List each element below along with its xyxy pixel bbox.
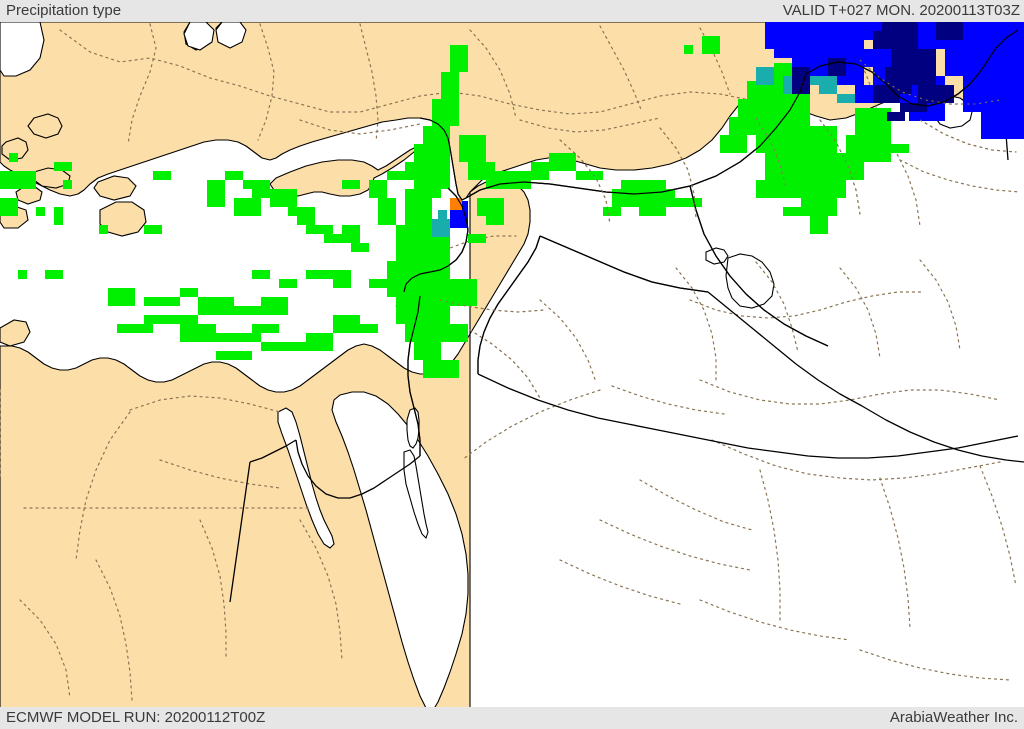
- page-title: Precipitation type: [6, 2, 122, 19]
- turkey-lakes: [183, 21, 247, 51]
- footer-bar: ECMWF MODEL RUN: 20200112T00Z ArabiaWeat…: [0, 707, 1024, 729]
- dead-sea: [406, 407, 420, 449]
- model-run-label: ECMWF MODEL RUN: 20200112T00Z: [6, 709, 266, 726]
- island-e: [93, 175, 137, 201]
- black-sea-corner: [0, 21, 45, 77]
- lake-beysehir: [215, 21, 247, 49]
- island-a: [27, 113, 63, 139]
- provider-credit: ArabiaWeather Inc.: [889, 709, 1018, 726]
- valid-time-label: VALID T+027 MON. 20200113T03Z: [782, 2, 1020, 19]
- sea-of-galilee: [415, 337, 426, 352]
- island-karpathos: [99, 201, 147, 237]
- cyprus-island: [269, 145, 419, 197]
- island-b: [1, 137, 29, 161]
- header-bar: Precipitation type VALID T+027 MON. 2020…: [0, 0, 1024, 22]
- lake-tuz: [183, 21, 215, 51]
- island-crete: [0, 319, 31, 347]
- gulf-of-aqaba: [403, 449, 429, 540]
- lake-small-iraq: [705, 247, 729, 265]
